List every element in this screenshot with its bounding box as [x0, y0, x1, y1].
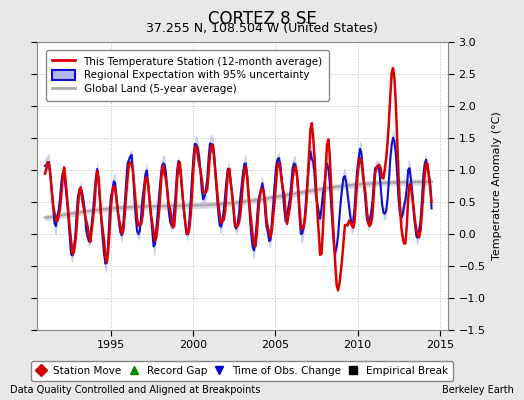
Legend: Station Move, Record Gap, Time of Obs. Change, Empirical Break: Station Move, Record Gap, Time of Obs. C…	[31, 360, 453, 381]
Text: Data Quality Controlled and Aligned at Breakpoints: Data Quality Controlled and Aligned at B…	[10, 385, 261, 395]
Text: 37.255 N, 108.504 W (United States): 37.255 N, 108.504 W (United States)	[146, 22, 378, 35]
Text: Berkeley Earth: Berkeley Earth	[442, 385, 514, 395]
Text: CORTEZ 8 SE: CORTEZ 8 SE	[208, 10, 316, 28]
Y-axis label: Temperature Anomaly (°C): Temperature Anomaly (°C)	[493, 112, 503, 260]
